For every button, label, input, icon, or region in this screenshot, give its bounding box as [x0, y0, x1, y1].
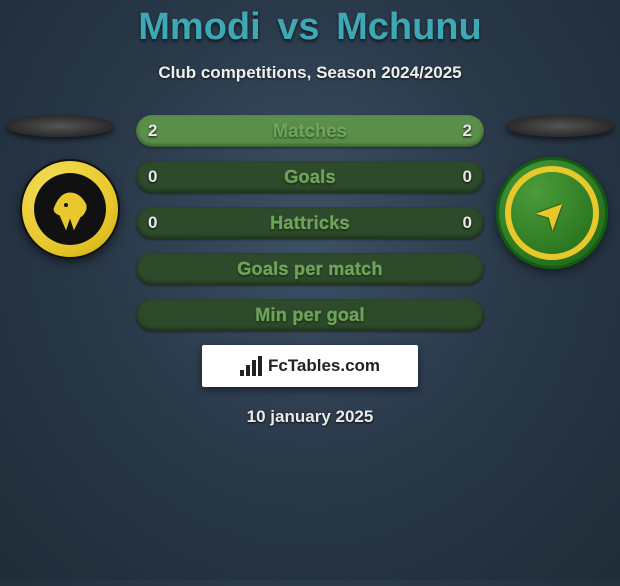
brand-badge: FcTables.com: [202, 345, 418, 387]
stat-row-matches: 2 Matches 2: [136, 115, 484, 147]
player1-plinth: [6, 115, 114, 137]
date-text: 10 january 2025: [0, 407, 620, 427]
stat-rows: 2 Matches 2 0 Goals 0 0 Hattricks 0 Goal…: [136, 115, 484, 331]
club-crest-left: [20, 159, 120, 259]
stat-value-right: 0: [463, 167, 472, 187]
stat-label: Matches: [273, 121, 347, 142]
stat-label: Min per goal: [255, 305, 365, 326]
comparison-arena: ➤ 2 Matches 2 0 Goals 0 0 Hattricks 0 Go…: [0, 115, 620, 427]
stat-value-left: 0: [148, 167, 157, 187]
stat-row-min-per-goal: Min per goal: [136, 299, 484, 331]
stat-value-left: 2: [148, 121, 157, 141]
stat-label: Hattricks: [270, 213, 350, 234]
subtitle: Club competitions, Season 2024/2025: [0, 63, 620, 83]
stat-value-right: 0: [463, 213, 472, 233]
player2-name: Mchunu: [336, 6, 482, 48]
brand-bars-icon: [240, 356, 262, 376]
brand-text: FcTables.com: [268, 356, 380, 376]
stat-row-goals-per-match: Goals per match: [136, 253, 484, 285]
vs-text: vs: [277, 6, 319, 48]
crest-left-icon: [34, 173, 106, 245]
stat-value-right: 2: [463, 121, 472, 141]
player1-name: Mmodi: [138, 6, 260, 48]
page-title: Mmodi vs Mchunu: [0, 6, 620, 49]
player2-plinth: [506, 115, 614, 137]
stat-row-goals: 0 Goals 0: [136, 161, 484, 193]
stat-label: Goals per match: [237, 259, 383, 280]
stat-value-left: 0: [148, 213, 157, 233]
stat-row-hattricks: 0 Hattricks 0: [136, 207, 484, 239]
stat-label: Goals: [284, 167, 336, 188]
club-crest-right: ➤: [496, 157, 608, 269]
